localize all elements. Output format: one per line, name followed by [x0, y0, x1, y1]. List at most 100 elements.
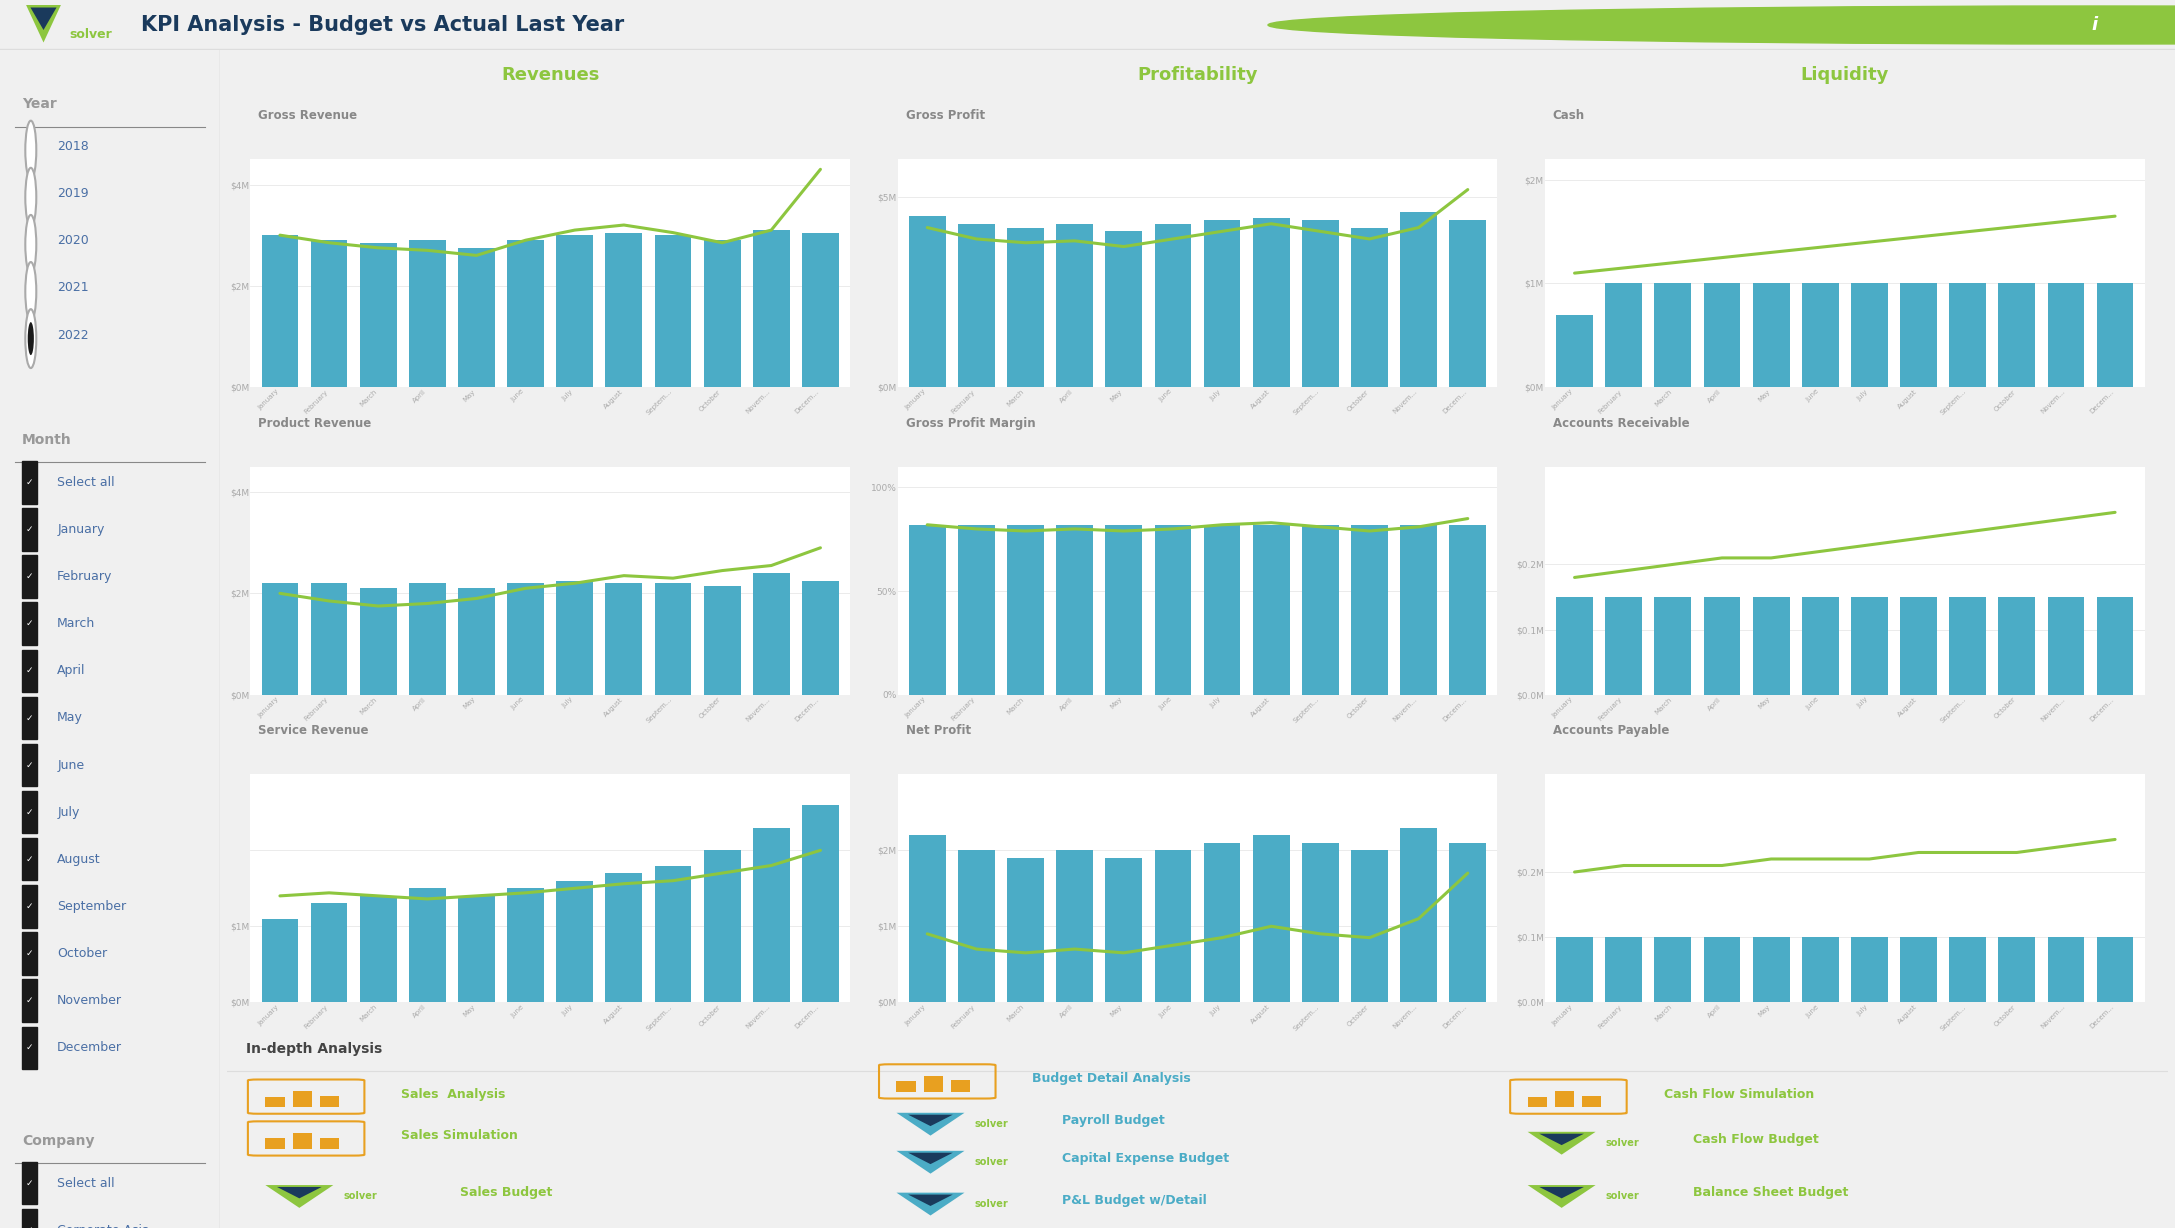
Text: Cash Flow Simulation: Cash Flow Simulation: [1664, 1088, 1814, 1100]
Bar: [909, 835, 946, 1002]
Bar: [1999, 284, 2036, 387]
Bar: [1753, 937, 1790, 1002]
Text: Product Revenue: Product Revenue: [259, 416, 372, 430]
Circle shape: [1268, 6, 2175, 44]
Text: ✓: ✓: [26, 1226, 33, 1228]
Circle shape: [26, 262, 37, 321]
Bar: [803, 804, 840, 1002]
Bar: [1401, 524, 1438, 695]
Bar: [1901, 284, 1938, 387]
Text: February: February: [57, 570, 113, 583]
Text: In-depth Analysis: In-depth Analysis: [246, 1043, 383, 1056]
Bar: [1203, 220, 1240, 387]
Bar: [753, 828, 790, 1002]
Text: November: November: [57, 995, 122, 1007]
Text: August: August: [57, 852, 100, 866]
Bar: [1155, 223, 1192, 387]
Bar: [1105, 231, 1142, 387]
Legend: Budget, Actual LY: Budget, Actual LY: [1551, 779, 1677, 795]
Text: P&L Budget w/Detail: P&L Budget w/Detail: [1061, 1194, 1207, 1207]
Text: Gross Profit Margin: Gross Profit Margin: [905, 416, 1035, 430]
Bar: [1655, 937, 1692, 1002]
Bar: [605, 583, 642, 695]
Text: Sales Budget: Sales Budget: [459, 1186, 552, 1200]
Text: Company: Company: [22, 1133, 94, 1148]
Text: i: i: [2092, 16, 2097, 34]
Bar: [1703, 597, 1740, 695]
Bar: [1901, 597, 1938, 695]
Bar: [753, 230, 790, 387]
Bar: [1105, 524, 1142, 695]
Bar: [311, 241, 348, 387]
FancyBboxPatch shape: [22, 980, 37, 1022]
Bar: [459, 248, 496, 387]
FancyBboxPatch shape: [22, 837, 37, 880]
Text: ✓: ✓: [26, 808, 33, 817]
Bar: [1703, 284, 1740, 387]
Legend: Budget, Actual LY: Budget, Actual LY: [1551, 163, 1677, 179]
Text: Cash: Cash: [1553, 109, 1586, 122]
FancyBboxPatch shape: [22, 555, 37, 598]
Polygon shape: [909, 1115, 953, 1126]
Bar: [1605, 284, 1642, 387]
Text: solver: solver: [344, 1191, 376, 1201]
Circle shape: [28, 322, 35, 355]
Text: Accounts Payable: Accounts Payable: [1553, 725, 1668, 737]
Text: Year: Year: [22, 97, 57, 111]
Text: 2020: 2020: [57, 235, 89, 247]
Text: January: January: [57, 523, 104, 535]
Bar: [1851, 597, 1888, 695]
Bar: [359, 896, 396, 1002]
Text: Corporate Asia: Corporate Asia: [57, 1224, 150, 1228]
Bar: [1057, 850, 1094, 1002]
Text: Select all: Select all: [57, 1176, 115, 1190]
Bar: [1753, 597, 1790, 695]
Legend: Budget, Actual LY: Budget, Actual LY: [257, 163, 383, 179]
Text: October: October: [57, 947, 107, 960]
Text: ✓: ✓: [26, 949, 33, 958]
FancyBboxPatch shape: [320, 1137, 339, 1149]
Bar: [1303, 842, 1340, 1002]
Bar: [507, 888, 544, 1002]
Bar: [359, 588, 396, 695]
Bar: [507, 241, 544, 387]
FancyBboxPatch shape: [22, 462, 37, 503]
Polygon shape: [265, 1185, 333, 1208]
Bar: [1999, 937, 2036, 1002]
Bar: [1605, 597, 1642, 695]
Bar: [1057, 524, 1094, 695]
Bar: [909, 524, 946, 695]
FancyBboxPatch shape: [22, 932, 37, 975]
FancyBboxPatch shape: [294, 1132, 311, 1149]
Text: Revenues: Revenues: [500, 65, 600, 84]
Bar: [1155, 524, 1192, 695]
Bar: [1655, 597, 1692, 695]
Polygon shape: [909, 1153, 953, 1164]
FancyBboxPatch shape: [22, 791, 37, 834]
Text: Liquidity: Liquidity: [1801, 65, 1890, 84]
Circle shape: [26, 120, 37, 179]
Text: ✓: ✓: [26, 667, 33, 675]
Bar: [957, 223, 994, 387]
Bar: [311, 583, 348, 695]
Text: ✓: ✓: [26, 572, 33, 581]
Text: 8/18/2019 12:42:09 PM: 8/18/2019 12:42:09 PM: [1729, 32, 1860, 43]
FancyBboxPatch shape: [265, 1138, 285, 1149]
Text: December: December: [57, 1041, 122, 1055]
Bar: [1155, 850, 1192, 1002]
Bar: [1203, 842, 1240, 1002]
Bar: [705, 850, 742, 1002]
Text: ✓: ✓: [26, 1044, 33, 1052]
FancyBboxPatch shape: [22, 885, 37, 927]
Bar: [803, 581, 840, 695]
Text: 2018: 2018: [57, 140, 89, 154]
Bar: [359, 243, 396, 387]
Text: Gross Profit: Gross Profit: [905, 109, 985, 122]
FancyBboxPatch shape: [22, 508, 37, 550]
Text: Budget Detail Analysis: Budget Detail Analysis: [1033, 1072, 1192, 1086]
Text: Accounts Receivable: Accounts Receivable: [1553, 416, 1690, 430]
Bar: [1253, 835, 1290, 1002]
Bar: [655, 583, 692, 695]
Text: ✓: ✓: [26, 524, 33, 534]
Text: ✓: ✓: [26, 760, 33, 770]
